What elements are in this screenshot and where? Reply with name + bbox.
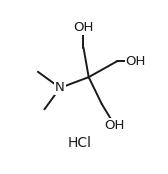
- Text: OH: OH: [125, 55, 146, 68]
- Text: N: N: [55, 81, 65, 94]
- Text: OH: OH: [73, 21, 94, 34]
- Text: OH: OH: [104, 119, 125, 132]
- Text: HCl: HCl: [68, 136, 92, 150]
